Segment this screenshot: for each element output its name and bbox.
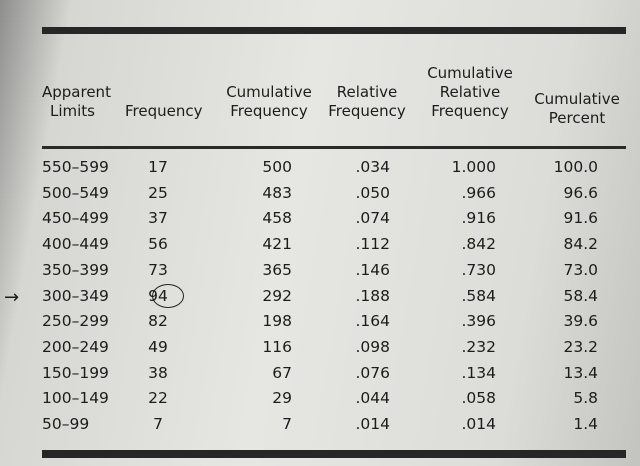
cell-cumulative-frequency: 458	[262, 209, 292, 228]
header-cumulative-percent: Cumulative Percent	[527, 90, 627, 128]
cell-cumulative-frequency: 500	[262, 158, 292, 176]
header-divider-rule	[42, 146, 626, 149]
header-apparent-limits-line2: Limits	[50, 102, 95, 120]
header-cumulative-relative-frequency: Cumulative Relative Frequency	[420, 64, 520, 121]
cell-limits: 300–349	[42, 286, 109, 305]
cell-limits: 350–399	[42, 260, 109, 279]
cell-relative-frequency: .014	[355, 415, 390, 433]
header-cumulative-percent-line1: Cumulative	[534, 90, 620, 108]
cell-frequency: 94	[148, 286, 168, 305]
cell-cumulative-frequency: 198	[262, 312, 292, 331]
cell-cumulative-percent: 84.2	[563, 235, 598, 254]
cell-frequency: 82	[148, 312, 168, 331]
cell-cumulative-percent: 5.8	[573, 389, 598, 408]
cell-frequency: 56	[148, 235, 168, 254]
cell-cumulative-relative-frequency: .014	[461, 415, 496, 433]
cell-cumulative-relative-frequency: .584	[461, 286, 496, 305]
cell-cumulative-percent: 73.0	[563, 260, 598, 279]
cell-cumulative-relative-frequency: .396	[461, 312, 496, 331]
header-relative-frequency-line1: Relative	[336, 83, 398, 101]
cell-relative-frequency: .164	[355, 312, 390, 331]
cell-cumulative-frequency: 292	[262, 286, 292, 305]
cell-relative-frequency: .112	[355, 235, 390, 254]
cell-cumulative-relative-frequency: .966	[461, 183, 496, 202]
cell-cumulative-frequency: 29	[272, 389, 292, 408]
arrow-marker: →	[4, 287, 20, 308]
header-apparent-limits-line1: Apparent	[42, 83, 111, 101]
cell-cumulative-percent: 96.6	[563, 183, 598, 202]
cell-cumulative-percent: 39.6	[563, 312, 598, 331]
cell-relative-frequency: .146	[355, 260, 390, 279]
cell-limits: 250–299	[42, 312, 109, 331]
cell-limits: 450–499	[42, 209, 109, 228]
cell-cumulative-relative-frequency: .842	[461, 235, 496, 254]
cell-frequency: 73	[148, 260, 168, 279]
cell-limits: 200–249	[42, 337, 109, 356]
cell-cumulative-percent: 100.0	[553, 158, 598, 176]
cell-cumulative-relative-frequency: .916	[461, 209, 496, 228]
cell-frequency: 17	[148, 158, 168, 176]
cell-limits: 100–149	[42, 389, 109, 408]
cell-cumulative-relative-frequency: .134	[461, 363, 496, 382]
cell-cumulative-percent: 58.4	[563, 286, 598, 305]
cell-cumulative-frequency: 116	[262, 337, 292, 356]
cell-cumulative-frequency: 483	[262, 183, 292, 202]
header-frequency: Frequency	[125, 102, 203, 120]
table-top-rule	[42, 27, 626, 34]
cell-limits: 400–449	[42, 235, 109, 254]
cell-frequency: 38	[148, 363, 168, 382]
cell-limits: 550–599	[42, 158, 109, 176]
cell-relative-frequency: .034	[355, 158, 390, 176]
cell-cumulative-percent: 13.4	[563, 363, 598, 382]
cell-relative-frequency: .076	[355, 363, 390, 382]
cell-frequency: 7	[153, 415, 163, 433]
cell-relative-frequency: .098	[355, 337, 390, 356]
cell-frequency: 37	[148, 209, 168, 228]
circled-frequency-mark	[152, 284, 184, 308]
header-cumulative-frequency: Cumulative Frequency	[219, 83, 319, 121]
header-apparent-limits: Apparent Limits	[42, 83, 111, 121]
cell-cumulative-relative-frequency: .730	[461, 260, 496, 279]
header-relative-frequency-line2: Frequency	[328, 102, 406, 120]
header-cumulative-percent-line2: Percent	[548, 109, 606, 127]
header-cumulative-relative-frequency-line1: Cumulative	[427, 64, 513, 82]
cell-limits: 150–199	[42, 363, 109, 382]
cell-cumulative-relative-frequency: .232	[461, 337, 496, 356]
table-bottom-rule	[42, 450, 626, 458]
header-cumulative-frequency-line2: Frequency	[230, 102, 308, 120]
header-cumulative-relative-frequency-line3: Frequency	[431, 102, 509, 120]
cell-limits: 50–99	[42, 415, 90, 433]
cell-frequency: 22	[148, 389, 168, 408]
cell-cumulative-frequency: 365	[262, 260, 292, 279]
cell-relative-frequency: .188	[355, 286, 390, 305]
header-cumulative-frequency-line1: Cumulative	[226, 83, 312, 101]
cell-cumulative-frequency: 7	[282, 415, 292, 433]
cell-cumulative-relative-frequency: .058	[461, 389, 496, 408]
cell-cumulative-percent: 91.6	[563, 209, 598, 228]
cell-cumulative-percent: 1.4	[573, 415, 598, 433]
cell-cumulative-frequency: 67	[272, 363, 292, 382]
cell-frequency: 25	[148, 183, 168, 202]
cell-limits: 500–549	[42, 183, 109, 202]
header-relative-frequency: Relative Frequency	[322, 83, 412, 121]
cell-frequency: 49	[148, 337, 168, 356]
cell-cumulative-relative-frequency: 1.000	[451, 158, 496, 176]
cell-cumulative-percent: 23.2	[563, 337, 598, 356]
cell-relative-frequency: .074	[355, 209, 390, 228]
cell-relative-frequency: .050	[355, 183, 390, 202]
cell-cumulative-frequency: 421	[262, 235, 292, 254]
header-cumulative-relative-frequency-line2: Relative	[439, 83, 501, 101]
cell-relative-frequency: .044	[355, 389, 390, 408]
